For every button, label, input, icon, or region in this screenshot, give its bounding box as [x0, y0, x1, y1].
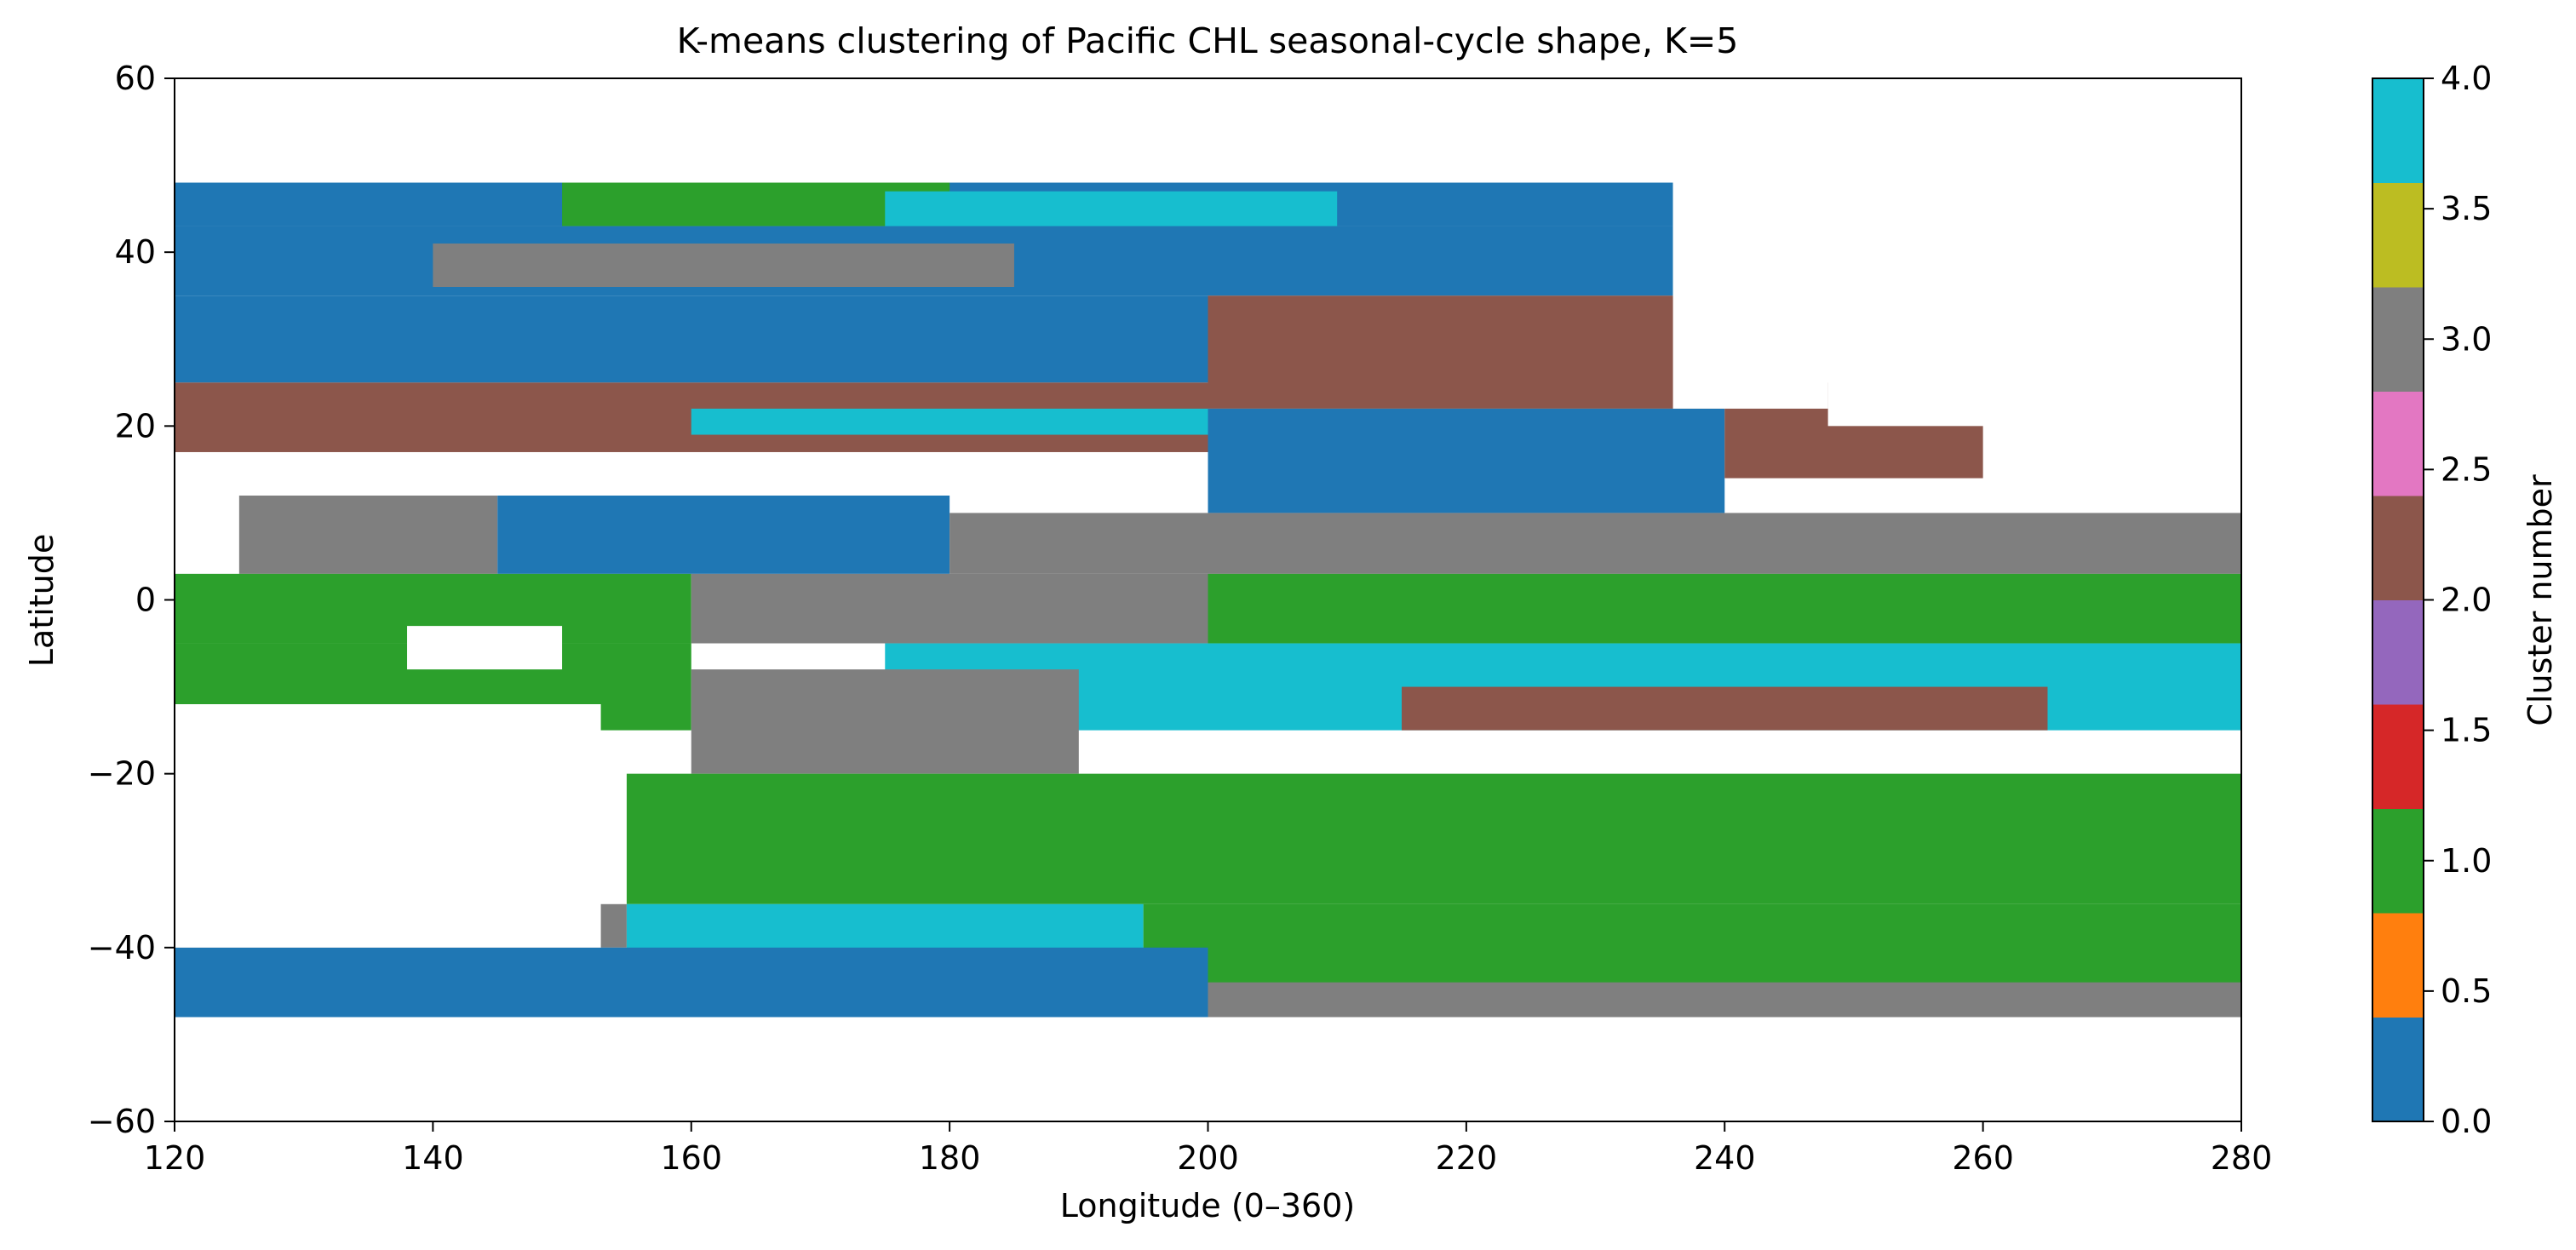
cluster-region-11 [238, 496, 498, 574]
cluster-region-8 [691, 408, 1208, 435]
y-tick-label: 40 [115, 233, 156, 271]
colorbar [2372, 77, 2424, 1122]
cluster-region-5 [175, 295, 1208, 383]
x-tick-label: 280 [2211, 1139, 2273, 1177]
colorbar-segment-1 [2372, 913, 2424, 1018]
land-mask [175, 182, 2048, 948]
colorbar-segment-0 [2372, 1017, 2424, 1122]
cluster-region-20 [1402, 686, 2048, 731]
colorbar-tick-label: 1.0 [2441, 842, 2492, 880]
cluster-region-19 [691, 669, 1079, 774]
land-region-3 [1827, 339, 2048, 427]
y-tick-label: 20 [115, 407, 156, 444]
x-tick-label: 120 [144, 1139, 206, 1177]
colorbar-segment-6 [2372, 391, 2424, 496]
y-tick-label: 0 [135, 582, 156, 619]
cluster-region-16 [1208, 573, 2241, 644]
colorbar-segment-7 [2372, 287, 2424, 392]
cluster-region-12 [497, 496, 950, 574]
land-region-2 [1672, 182, 1828, 409]
cluster-region-4 [433, 243, 1014, 287]
x-tick-label: 180 [919, 1139, 981, 1177]
x-tick-label: 260 [1952, 1139, 2014, 1177]
cluster-region-21 [626, 773, 2241, 904]
cluster-region-26 [1208, 982, 2241, 1018]
x-tick-label: 200 [1177, 1139, 1239, 1177]
colorbar-tick-label: 3.0 [2441, 320, 2492, 358]
y-axis: −60 −40 −20 0 20 40 60 [88, 60, 175, 1140]
x-tick-label: 140 [402, 1139, 464, 1177]
colorbar-label: Cluster number [2521, 474, 2559, 726]
cluster-region-9 [1208, 408, 1725, 513]
colorbar-axis: 0.0 0.5 1.0 1.5 2.0 2.5 3.0 3.5 4.0 [2424, 60, 2492, 1140]
y-axis-label: Latitude [23, 534, 60, 667]
y-tick-label: −20 [88, 755, 156, 793]
colorbar-tick-label: 0.0 [2441, 1103, 2492, 1140]
x-axis: 120 140 160 180 200 220 240 260 280 [144, 1121, 2273, 1177]
colorbar-tick-label: 1.5 [2441, 712, 2492, 749]
plot-cells [175, 182, 2241, 1018]
colorbar-tick-label: 2.0 [2441, 582, 2492, 619]
colorbar-segment-8 [2372, 182, 2424, 288]
colorbar-segment-4 [2372, 599, 2424, 705]
colorbar-segment-5 [2372, 496, 2424, 600]
colorbar-tick-label: 3.5 [2441, 190, 2492, 227]
colorbar-segment-9 [2372, 78, 2424, 183]
x-axis-label: Longitude (0–360) [1060, 1187, 1355, 1224]
x-tick-label: 240 [1694, 1139, 1756, 1177]
x-tick-label: 220 [1436, 1139, 1498, 1177]
x-tick-label: 160 [660, 1139, 722, 1177]
land-region-1 [407, 626, 563, 670]
colorbar-segment-2 [2372, 808, 2424, 914]
colorbar-tick-label: 2.5 [2441, 450, 2492, 488]
colorbar-tick-label: 0.5 [2441, 972, 2492, 1010]
colorbar-segment-3 [2372, 704, 2424, 809]
cluster-region-24 [1143, 903, 2241, 991]
y-tick-label: −60 [88, 1103, 156, 1140]
chart-title: K-means clustering of Pacific CHL season… [677, 20, 1739, 61]
land-region-0 [175, 704, 601, 948]
cluster-region-13 [950, 513, 2241, 574]
colorbar-tick-label: 4.0 [2441, 60, 2492, 97]
cluster-region-6 [1208, 295, 1725, 409]
y-tick-label: 60 [115, 60, 156, 97]
cluster-region-25 [175, 947, 1208, 1018]
y-tick-label: −40 [88, 929, 156, 966]
cluster-region-15 [691, 573, 1208, 644]
